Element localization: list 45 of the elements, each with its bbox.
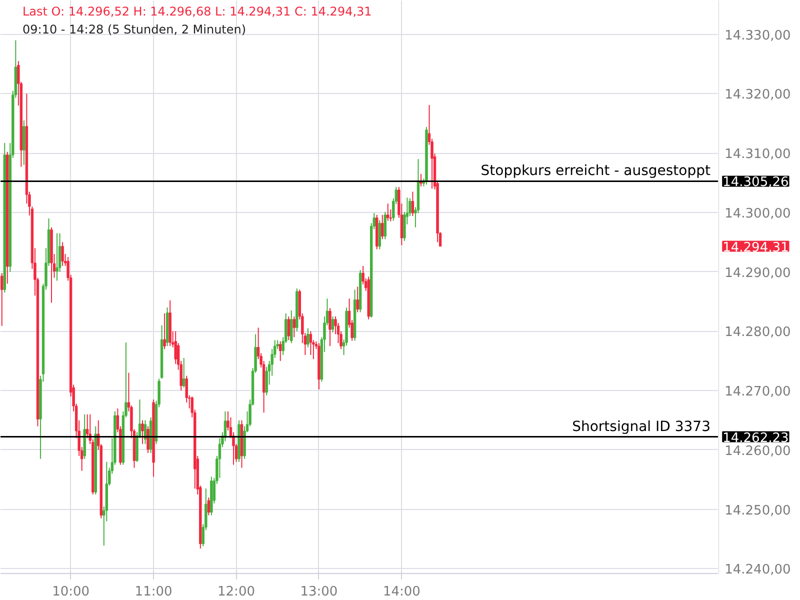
text: 14.305,26 (722, 175, 789, 190)
candlestick (182, 357, 186, 388)
candlestick (146, 426, 150, 454)
text: 14.262,23 (722, 430, 789, 446)
candlestick (328, 308, 332, 347)
candlestick (381, 214, 384, 240)
y-tick-label: 14.300,00 (724, 206, 791, 222)
text: 09:10 - 14:28 (5 Stunden, 2 Minuten) (22, 22, 246, 36)
candlestick (386, 203, 390, 222)
y-tick-label: 14.290,00 (724, 266, 791, 281)
ref-line-label: Stoppkurs erreicht - ausgestoppt (480, 163, 712, 180)
y-tick-label: 14.280,00 (724, 325, 791, 340)
candlestick (61, 242, 64, 266)
candlestick (207, 496, 210, 516)
x-tick-label: 10:00 (52, 584, 90, 600)
x-tick-label: 14:00 (382, 584, 420, 600)
y-tick-label: 14.330,00 (724, 28, 791, 44)
candlestick (163, 312, 166, 350)
candlestick (56, 232, 58, 282)
candlestick (306, 328, 310, 348)
y-tick-label: 14.320,00 (724, 88, 791, 103)
candlestick (411, 191, 414, 217)
candlestick (287, 316, 290, 341)
y-tick-label: 14.260,00 (724, 444, 791, 459)
candlestick (384, 211, 386, 240)
text: 14.294,31 (722, 240, 789, 256)
x-tick-label: 12:00 (218, 584, 255, 600)
chart-title: Last O: 14.296,52 H: 14.296,68 L: 14.294,31 C: 14.294,31 (22, 4, 372, 18)
candlestick (378, 220, 381, 250)
candlestick (0, 272, 4, 326)
candlestick (292, 316, 296, 338)
candlestick (290, 310, 293, 344)
x-tick-label: 13:00 (300, 584, 338, 600)
y-tick-label: 14.240,00 (724, 562, 791, 578)
candlestick (356, 286, 359, 313)
y-tick-label: 14.250,00 (724, 503, 791, 518)
y-tick-label: 14.310,00 (724, 147, 791, 162)
ref-line-label: Shortsignal ID 3373 (572, 418, 710, 435)
x-tick-label: 11:00 (134, 584, 172, 600)
candlestick (141, 420, 144, 445)
y-tick-label: 14.270,00 (724, 384, 791, 400)
candlestick (22, 120, 26, 166)
candlestick (309, 330, 312, 356)
candlestick (331, 316, 334, 333)
candlestick (279, 340, 282, 362)
